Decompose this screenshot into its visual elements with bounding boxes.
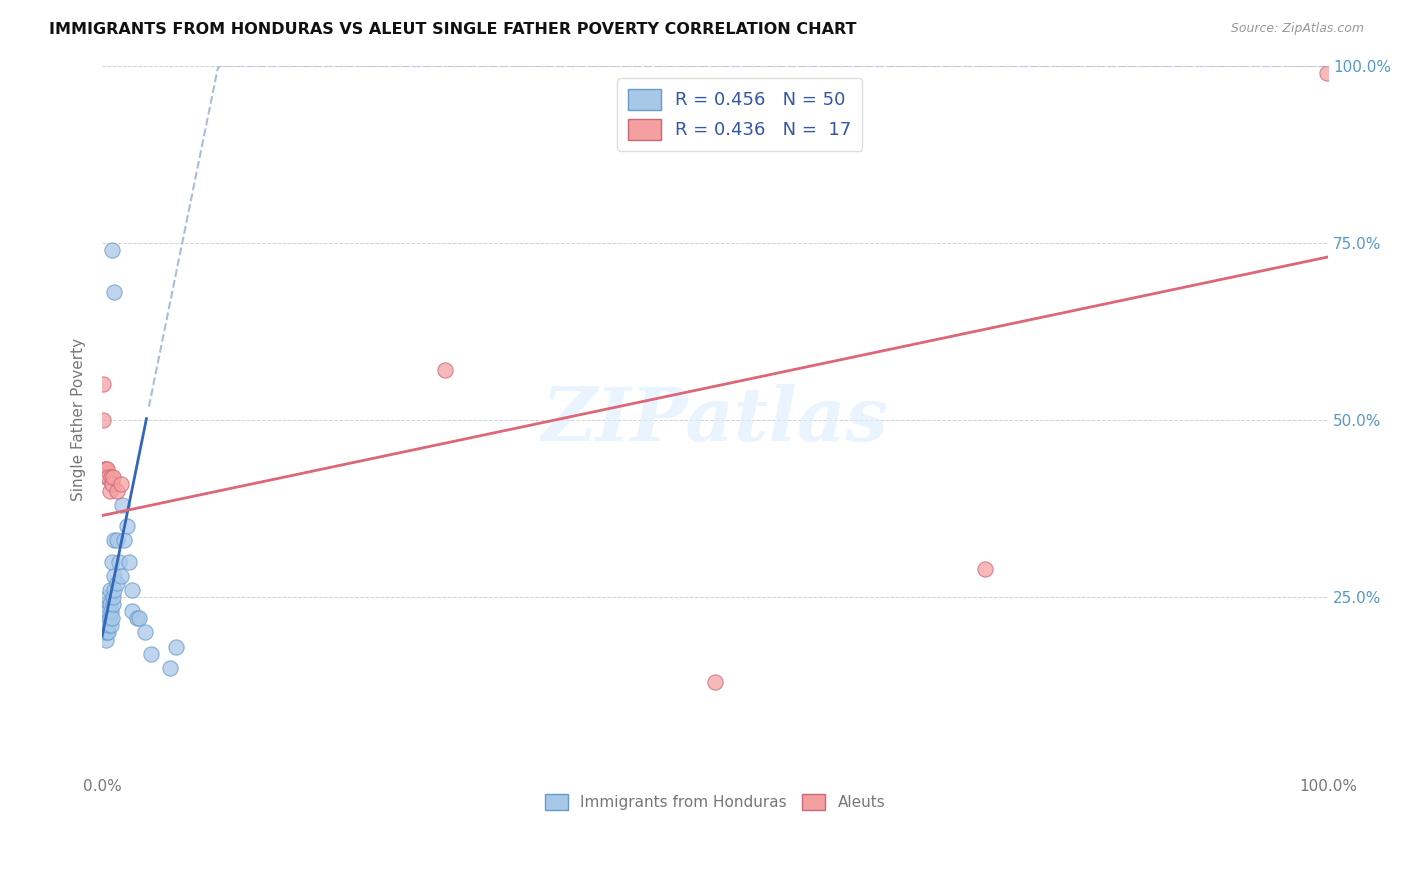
Point	[97, 604, 120, 618]
Point	[94, 597, 117, 611]
Point	[101, 555, 124, 569]
Text: ZIPatlas: ZIPatlas	[541, 384, 889, 456]
Point	[98, 597, 121, 611]
Point	[93, 604, 115, 618]
Point	[112, 533, 135, 548]
Point	[110, 476, 132, 491]
Point	[94, 618, 117, 632]
Point	[93, 625, 115, 640]
Point	[93, 618, 115, 632]
Point	[96, 462, 118, 476]
Point	[159, 661, 181, 675]
Point	[98, 611, 121, 625]
Point	[94, 604, 117, 618]
Point	[98, 483, 121, 498]
Point	[111, 498, 134, 512]
Point	[1316, 65, 1339, 79]
Point	[93, 611, 115, 625]
Point	[93, 413, 115, 427]
Point	[94, 611, 117, 625]
Point	[100, 604, 122, 618]
Point	[110, 568, 132, 582]
Point	[103, 568, 125, 582]
Text: IMMIGRANTS FROM HONDURAS VS ALEUT SINGLE FATHER POVERTY CORRELATION CHART: IMMIGRANTS FROM HONDURAS VS ALEUT SINGLE…	[49, 22, 856, 37]
Point	[105, 575, 128, 590]
Point	[105, 533, 128, 548]
Legend: Immigrants from Honduras, Aleuts: Immigrants from Honduras, Aleuts	[538, 788, 891, 816]
Point	[103, 582, 125, 597]
Point	[101, 611, 124, 625]
Point	[93, 377, 115, 392]
Point	[115, 519, 138, 533]
Point	[105, 483, 128, 498]
Point	[97, 625, 120, 640]
Point	[96, 597, 118, 611]
Point	[973, 561, 995, 575]
Point	[165, 640, 187, 654]
Point	[434, 363, 457, 377]
Point	[128, 611, 150, 625]
Text: Source: ZipAtlas.com: Source: ZipAtlas.com	[1230, 22, 1364, 36]
Point	[100, 469, 122, 483]
Point	[94, 469, 117, 483]
Point	[141, 647, 163, 661]
Point	[93, 625, 115, 640]
Point	[97, 469, 120, 483]
Point	[93, 597, 115, 611]
Point	[93, 604, 115, 618]
Point	[93, 462, 115, 476]
Point	[93, 611, 115, 625]
Point	[94, 462, 117, 476]
Point	[96, 611, 118, 625]
Point	[103, 469, 125, 483]
Point	[97, 590, 120, 604]
Point	[134, 625, 156, 640]
Point	[101, 476, 124, 491]
Point	[96, 625, 118, 640]
Point	[121, 604, 143, 618]
Point	[103, 590, 125, 604]
Y-axis label: Single Father Poverty: Single Father Poverty	[72, 338, 86, 501]
Point	[103, 285, 125, 300]
Point	[108, 555, 131, 569]
Point	[100, 618, 122, 632]
Point	[97, 618, 120, 632]
Point	[118, 555, 141, 569]
Point	[103, 533, 125, 548]
Point	[125, 611, 148, 625]
Point	[94, 632, 117, 647]
Point	[101, 243, 124, 257]
Point	[121, 582, 143, 597]
Point	[103, 597, 125, 611]
Point	[704, 675, 727, 690]
Point	[98, 582, 121, 597]
